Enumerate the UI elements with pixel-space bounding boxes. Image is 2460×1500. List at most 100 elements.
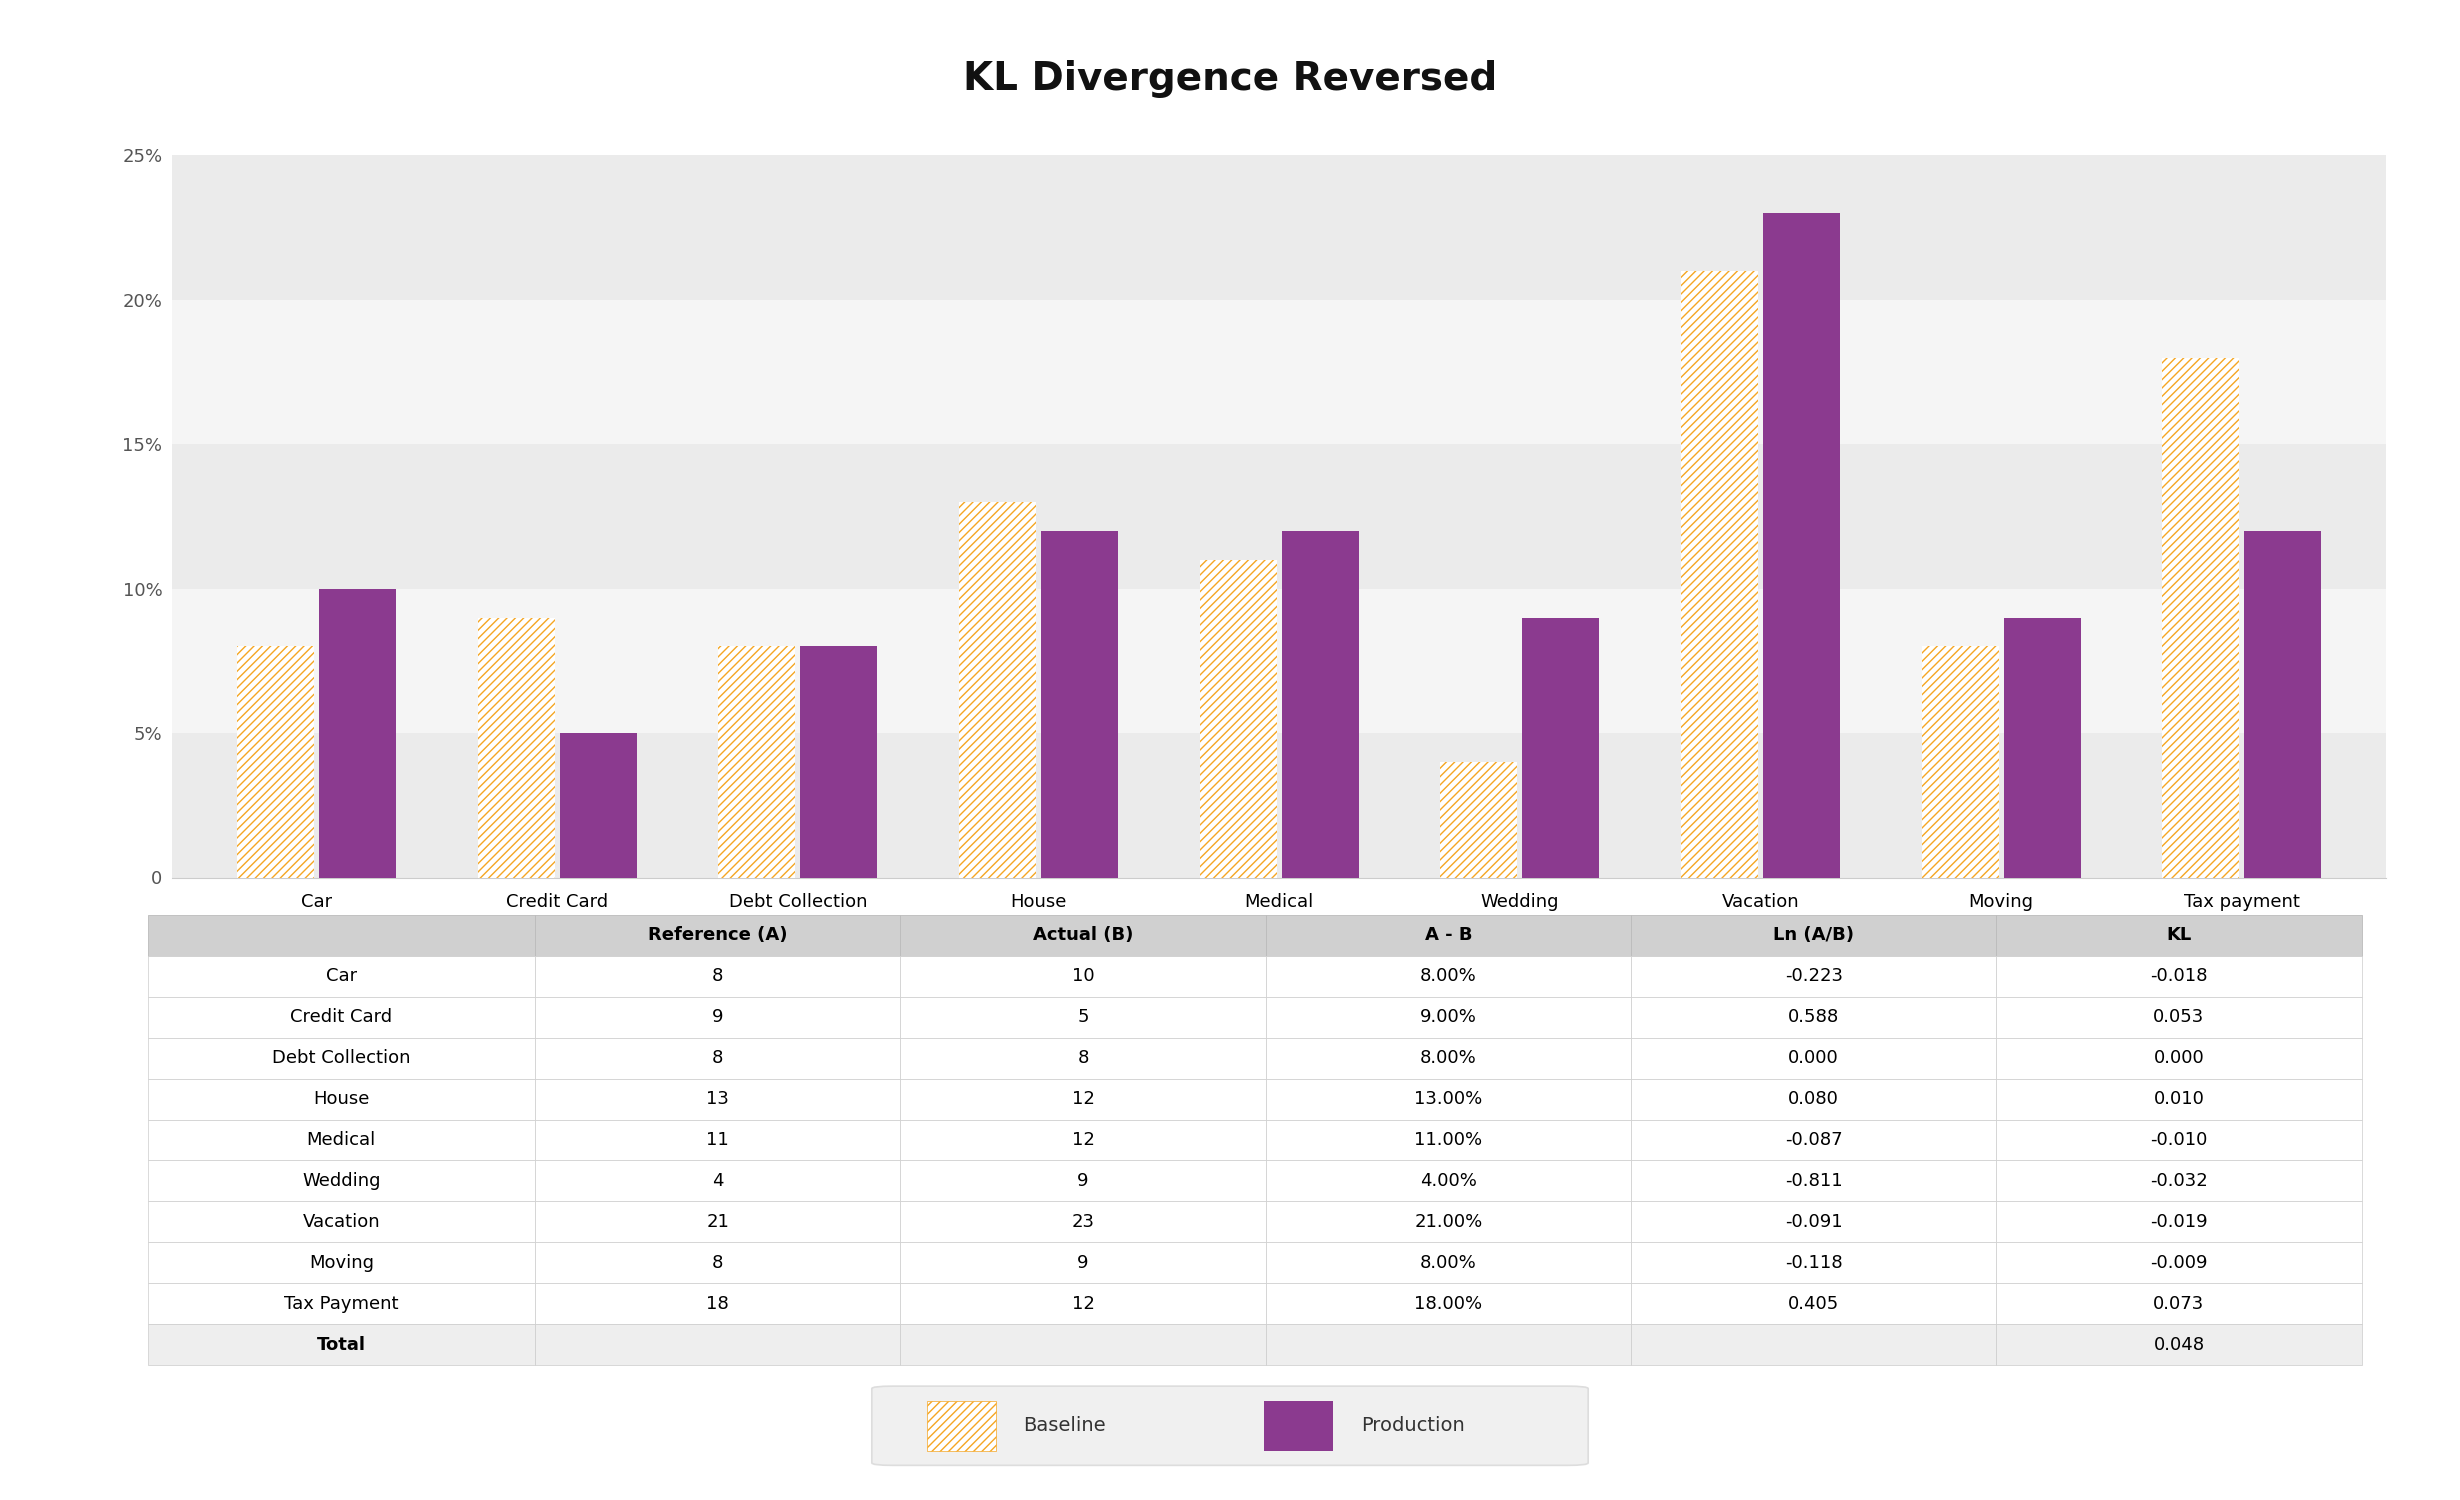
Text: Tax Payment: Tax Payment bbox=[283, 1294, 399, 1312]
Bar bbox=[900, 1119, 1267, 1161]
Text: 8: 8 bbox=[1077, 1048, 1090, 1066]
Text: -0.118: -0.118 bbox=[1786, 1254, 1843, 1272]
Bar bbox=[1264, 1242, 1631, 1282]
Bar bbox=[1264, 1282, 1631, 1324]
Text: 9.00%: 9.00% bbox=[1419, 1008, 1476, 1026]
Bar bbox=[1264, 1202, 1631, 1242]
Text: -0.010: -0.010 bbox=[2150, 1131, 2207, 1149]
Bar bbox=[900, 1078, 1267, 1119]
Bar bbox=[1631, 956, 1998, 998]
Text: 21.00%: 21.00% bbox=[1414, 1214, 1483, 1231]
FancyBboxPatch shape bbox=[871, 1386, 1589, 1466]
Text: -0.032: -0.032 bbox=[2150, 1172, 2207, 1190]
Bar bbox=[148, 1038, 534, 1078]
Bar bbox=[477, 618, 556, 878]
Bar bbox=[900, 1282, 1267, 1324]
Bar bbox=[534, 1324, 900, 1365]
Bar bbox=[1631, 1324, 1998, 1365]
Bar bbox=[534, 1202, 900, 1242]
Text: 0.010: 0.010 bbox=[2152, 1090, 2204, 1108]
Text: 10: 10 bbox=[1073, 968, 1095, 986]
Bar bbox=[534, 956, 900, 998]
Text: Moving: Moving bbox=[310, 1254, 374, 1272]
Bar bbox=[148, 956, 534, 998]
Bar bbox=[900, 1161, 1267, 1202]
Bar bbox=[1998, 1078, 2362, 1119]
Text: 0.405: 0.405 bbox=[1788, 1294, 1840, 1312]
Bar bbox=[1631, 915, 1998, 956]
Bar bbox=[172, 588, 2386, 734]
Bar bbox=[1998, 998, 2362, 1038]
Bar bbox=[1264, 1161, 1631, 1202]
Text: Production: Production bbox=[1360, 1416, 1464, 1436]
Bar bbox=[172, 734, 2386, 878]
Text: 8: 8 bbox=[711, 968, 723, 986]
Bar bbox=[1631, 998, 1998, 1038]
Text: 12: 12 bbox=[1073, 1090, 1095, 1108]
Bar bbox=[1442, 762, 1518, 878]
Text: KL Divergence Reversed: KL Divergence Reversed bbox=[962, 60, 1498, 98]
Text: -0.019: -0.019 bbox=[2150, 1214, 2207, 1231]
Bar bbox=[1631, 1119, 1998, 1161]
Text: Reference (A): Reference (A) bbox=[647, 927, 787, 945]
Bar bbox=[1264, 1038, 1631, 1078]
Text: 8: 8 bbox=[711, 1048, 723, 1066]
Text: 0.048: 0.048 bbox=[2152, 1335, 2204, 1353]
Bar bbox=[534, 1119, 900, 1161]
Bar bbox=[1264, 1119, 1631, 1161]
Bar bbox=[1921, 646, 2000, 878]
Bar bbox=[148, 1161, 534, 1202]
Bar bbox=[1631, 1078, 1998, 1119]
Text: 0.000: 0.000 bbox=[1788, 1048, 1840, 1066]
Bar bbox=[534, 1161, 900, 1202]
Bar bbox=[1998, 915, 2362, 956]
Bar bbox=[900, 956, 1267, 998]
Bar bbox=[1264, 1078, 1631, 1119]
Bar bbox=[148, 1282, 534, 1324]
Text: -0.811: -0.811 bbox=[1786, 1172, 1843, 1190]
Text: 9: 9 bbox=[1077, 1172, 1090, 1190]
Bar bbox=[320, 588, 396, 878]
Bar bbox=[1631, 1202, 1998, 1242]
Bar bbox=[1523, 618, 1599, 878]
Text: 13: 13 bbox=[706, 1090, 728, 1108]
Text: 13.00%: 13.00% bbox=[1414, 1090, 1483, 1108]
Bar bbox=[1998, 956, 2362, 998]
Bar bbox=[900, 998, 1267, 1038]
Bar bbox=[1264, 998, 1631, 1038]
Bar bbox=[1764, 213, 1840, 877]
Text: 8: 8 bbox=[711, 1254, 723, 1272]
Bar bbox=[1041, 531, 1117, 878]
Bar bbox=[148, 1202, 534, 1242]
Text: Credit Card: Credit Card bbox=[290, 1008, 394, 1026]
Bar bbox=[900, 1202, 1267, 1242]
Bar bbox=[148, 915, 534, 956]
Bar bbox=[561, 734, 637, 878]
Text: 9: 9 bbox=[1077, 1254, 1090, 1272]
Bar bbox=[1998, 1119, 2362, 1161]
Bar bbox=[1264, 1401, 1333, 1450]
Bar bbox=[1264, 1324, 1631, 1365]
Bar bbox=[534, 1078, 900, 1119]
Bar bbox=[2244, 531, 2322, 878]
Text: Actual (B): Actual (B) bbox=[1033, 927, 1134, 945]
Bar bbox=[1998, 1242, 2362, 1282]
Text: 8.00%: 8.00% bbox=[1419, 1048, 1476, 1066]
Bar bbox=[1631, 1038, 1998, 1078]
Text: 11: 11 bbox=[706, 1131, 728, 1149]
Text: 8.00%: 8.00% bbox=[1419, 1254, 1476, 1272]
Text: -0.091: -0.091 bbox=[1786, 1214, 1843, 1231]
Bar bbox=[718, 646, 795, 878]
Bar bbox=[1998, 1038, 2362, 1078]
Text: KL: KL bbox=[2167, 927, 2192, 945]
Text: -0.087: -0.087 bbox=[1786, 1131, 1843, 1149]
Text: 12: 12 bbox=[1073, 1131, 1095, 1149]
Text: Ln (A/B): Ln (A/B) bbox=[1774, 927, 1855, 945]
Text: 0.000: 0.000 bbox=[2152, 1048, 2204, 1066]
Text: Vacation: Vacation bbox=[303, 1214, 381, 1231]
Bar bbox=[1998, 1161, 2362, 1202]
Bar bbox=[900, 915, 1267, 956]
Text: 4: 4 bbox=[711, 1172, 723, 1190]
Text: 4.00%: 4.00% bbox=[1419, 1172, 1476, 1190]
Bar bbox=[2002, 618, 2081, 878]
